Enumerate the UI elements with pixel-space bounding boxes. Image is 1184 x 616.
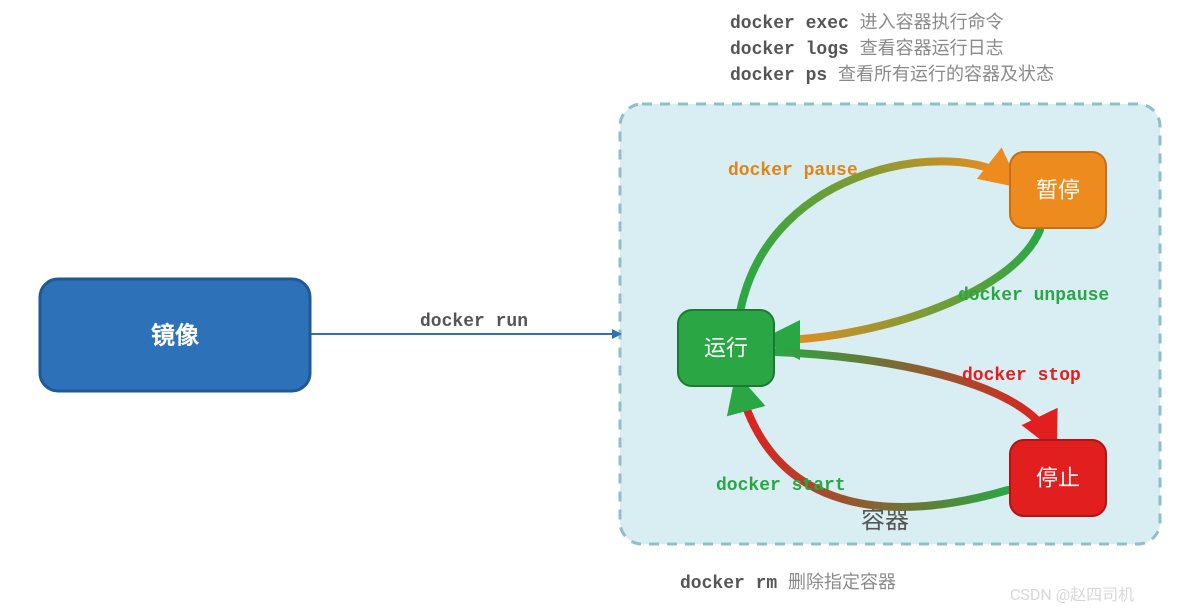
edge-label-pause: docker pause — [728, 161, 858, 181]
edge-label-stop: docker stop — [962, 366, 1081, 386]
footer-row: docker rm 删除指定容器 — [680, 572, 896, 594]
diagram-canvas: 容器docker rundocker pausedocker unpausedo… — [0, 0, 1184, 616]
legend-row: docker ps 查看所有运行的容器及状态 — [730, 64, 1054, 86]
node-label-paused: 暂停 — [1036, 179, 1080, 204]
legend-row: docker logs 查看容器运行日志 — [730, 38, 1004, 60]
node-label-image: 镜像 — [151, 321, 200, 349]
node-label-running: 运行 — [704, 337, 748, 362]
watermark: CSDN @赵四司机 — [1010, 585, 1134, 604]
edge-label-unpause: docker unpause — [958, 286, 1109, 306]
legend-row: docker exec 进入容器执行命令 — [730, 12, 1004, 34]
edge-label-run: docker run — [420, 312, 528, 332]
edge-label-start: docker start — [716, 476, 846, 496]
node-label-stopped: 停止 — [1036, 467, 1080, 492]
